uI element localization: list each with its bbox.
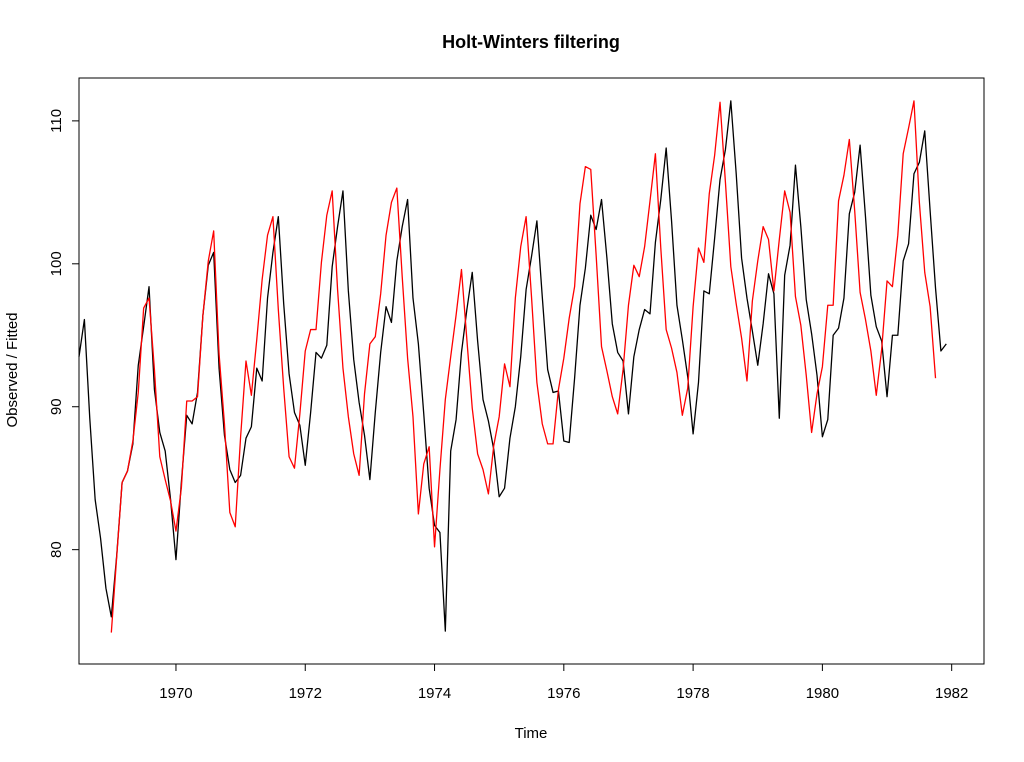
chart-title: Holt-Winters filtering	[442, 32, 620, 52]
x-tick-label: 1974	[418, 685, 451, 702]
series-layer	[78, 100, 947, 633]
y-tick-label: 110	[48, 109, 65, 133]
x-axis-label: Time	[515, 725, 548, 742]
plot-frame	[78, 77, 985, 665]
observed-series-line	[78, 100, 947, 632]
fitted-series-line	[110, 100, 937, 633]
y-axis-label: Observed / Fitted	[4, 312, 21, 427]
x-axis: 1970 1972 1974 1976 1978 1980 1982	[159, 664, 968, 702]
x-tick-label: 1978	[676, 685, 709, 702]
y-axis: 80 90 100 110	[48, 109, 79, 558]
x-tick-label: 1976	[547, 685, 580, 702]
x-tick-label: 1982	[935, 685, 968, 702]
x-tick-label: 1980	[806, 685, 839, 702]
y-tick-label: 80	[48, 541, 65, 558]
y-tick-label: 90	[48, 398, 65, 415]
x-tick-label: 1972	[289, 685, 322, 702]
y-tick-label: 100	[48, 251, 65, 276]
x-tick-label: 1970	[159, 685, 192, 702]
